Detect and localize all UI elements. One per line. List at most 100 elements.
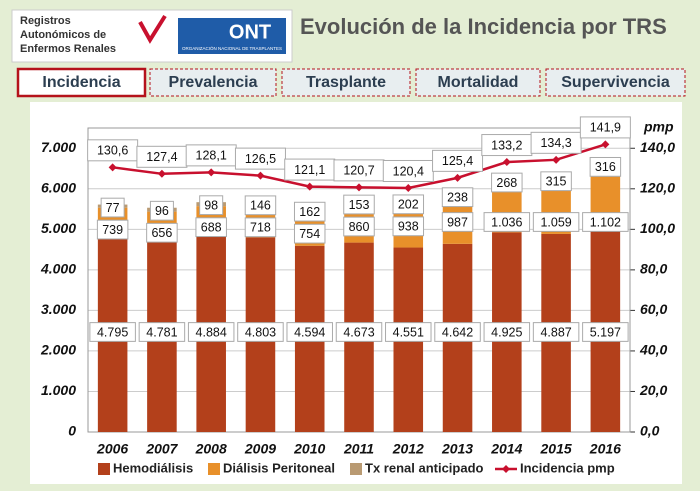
tab-label[interactable]: Mortalidad xyxy=(438,74,519,91)
value-label: 121,1 xyxy=(294,163,325,177)
tab-label[interactable]: Trasplante xyxy=(306,74,386,91)
registry-line: Enfermos Renales xyxy=(20,43,116,55)
value-label: 77 xyxy=(106,201,120,215)
line-marker xyxy=(404,183,413,192)
y-tick-label: 3.000 xyxy=(41,301,76,317)
value-label-box xyxy=(335,322,383,342)
value-label: 133,2 xyxy=(491,138,522,152)
value-label-box xyxy=(293,223,326,244)
line-marker xyxy=(355,183,363,192)
tab[interactable] xyxy=(149,68,277,97)
value-label: 96 xyxy=(155,204,169,218)
y2-tick-label: 60,0 xyxy=(640,301,667,317)
legend-swatch xyxy=(350,463,362,475)
value-label-box xyxy=(392,216,425,237)
y-tick-label: 5.000 xyxy=(41,220,76,236)
registry-line: Autonómicos de xyxy=(20,29,106,41)
value-label: 4.887 xyxy=(540,325,571,339)
value-label: 128,1 xyxy=(196,149,227,163)
value-label: 860 xyxy=(349,220,370,234)
value-label-box xyxy=(237,322,284,342)
value-label: 141,9 xyxy=(590,121,621,135)
legend-label: Hemodiálisis xyxy=(113,460,193,475)
x-tick-label: 2006 xyxy=(96,441,128,457)
value-label: 4.551 xyxy=(393,325,424,339)
value-label-box xyxy=(149,200,174,221)
value-label: 4.795 xyxy=(97,325,128,339)
tab-label[interactable]: Incidencia xyxy=(42,74,120,91)
value-label-box xyxy=(286,322,333,342)
ont-logo xyxy=(178,18,286,54)
line-marker xyxy=(207,168,216,177)
value-label: 1.036 xyxy=(491,215,522,229)
value-label: 4.673 xyxy=(343,325,374,339)
value-label-box xyxy=(199,195,224,216)
value-label-box xyxy=(434,322,481,342)
y2-tick-label: 40,0 xyxy=(639,342,667,358)
value-label: 202 xyxy=(398,198,419,212)
value-label: 127,4 xyxy=(146,150,177,164)
legend-swatch xyxy=(98,463,110,475)
value-label: 153 xyxy=(349,198,370,212)
y2-tick-label: 120,0 xyxy=(640,180,675,196)
chart: 0 1.000 2.000 3.000 4.000 5.000 6.000 7.000 0,0 2… xyxy=(40,116,675,475)
x-tick-label: 2013 xyxy=(441,441,473,457)
value-label: 739 xyxy=(102,223,123,237)
line-marker xyxy=(108,163,117,172)
tab[interactable] xyxy=(415,68,541,97)
value-label: 656 xyxy=(151,226,172,240)
value-label: 688 xyxy=(201,220,222,234)
legend-marker xyxy=(502,465,510,473)
value-label: 4.884 xyxy=(196,325,227,339)
value-label-box xyxy=(483,322,531,342)
x-tick-label: 2015 xyxy=(540,441,572,457)
value-label: 120,4 xyxy=(393,164,424,178)
value-label: 938 xyxy=(398,220,419,234)
value-label-box xyxy=(432,149,484,172)
value-label-box xyxy=(441,212,474,232)
value-label: 146 xyxy=(250,199,271,213)
line-marker xyxy=(601,140,610,149)
value-label-box xyxy=(96,219,129,240)
registry-line: Registros xyxy=(20,15,71,27)
x-tick-label: 2016 xyxy=(589,441,621,457)
value-label-box xyxy=(582,322,629,342)
value-label-box xyxy=(146,222,178,243)
value-label-box xyxy=(532,322,580,342)
tab[interactable] xyxy=(16,67,147,98)
y-tick-label: 6.000 xyxy=(41,180,76,196)
value-label: 238 xyxy=(447,190,468,204)
legend-swatch xyxy=(208,463,220,475)
y2-tick-label: 20,0 xyxy=(639,382,667,398)
x-tick-label: 2008 xyxy=(195,441,227,457)
tab-label[interactable]: Prevalencia xyxy=(169,74,258,91)
tab[interactable] xyxy=(545,68,686,97)
tab[interactable] xyxy=(281,68,411,97)
logo-check xyxy=(138,14,167,44)
value-label-box xyxy=(244,217,277,238)
value-label: 162 xyxy=(299,205,320,219)
value-label-box xyxy=(392,194,425,215)
value-label: 98 xyxy=(204,198,218,212)
x-tick-label: 2009 xyxy=(244,441,276,457)
value-label: 754 xyxy=(299,227,320,241)
y2-tick-label: 140,0 xyxy=(640,139,675,155)
value-label-box xyxy=(579,116,631,139)
y2-tick-label: 100,0 xyxy=(640,220,675,236)
line-marker xyxy=(502,158,511,167)
value-label-box xyxy=(244,195,277,216)
y-tick-label: 1.000 xyxy=(41,382,76,398)
y-tick-label: 4.000 xyxy=(40,261,76,277)
value-label-box xyxy=(343,216,375,237)
value-label: 120,7 xyxy=(343,164,374,178)
value-label: 126,5 xyxy=(245,152,276,166)
x-tick-label: 2012 xyxy=(392,441,424,457)
legend-label: Tx renal anticipado xyxy=(365,460,484,475)
tab-label[interactable]: Supervivencia xyxy=(561,74,670,91)
y-tick-label: 2.000 xyxy=(40,342,76,358)
legend-label: Incidencia pmp xyxy=(520,460,615,475)
value-label: 4.925 xyxy=(491,325,522,339)
line-marker xyxy=(453,173,462,182)
value-label-box xyxy=(138,322,186,342)
